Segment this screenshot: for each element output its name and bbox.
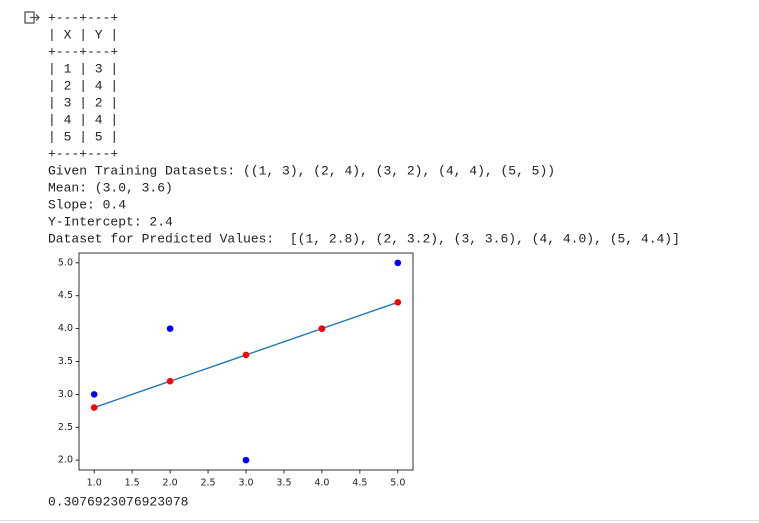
y-tick-label: 4.5 xyxy=(58,290,73,301)
result-line: 0.3076923076923078 xyxy=(48,494,188,509)
y-tick-label: 3.0 xyxy=(58,389,73,400)
output-line: Slope: 0.4 xyxy=(48,197,126,212)
x-tick-label: 1.5 xyxy=(125,478,140,489)
table-line: +---+---+ xyxy=(48,146,118,161)
table-line: | 1 | 3 | xyxy=(48,61,118,76)
y-tick-label: 3.5 xyxy=(58,356,73,367)
output-line: Mean: (3.0, 3.6) xyxy=(48,180,173,195)
point xyxy=(90,404,98,411)
y-tick-label: 2.0 xyxy=(58,455,73,466)
point xyxy=(318,325,326,332)
table-line: | 2 | 4 | xyxy=(48,78,118,93)
x-tick-label: 5.0 xyxy=(390,478,405,489)
y-tick-label: 5.0 xyxy=(58,257,73,268)
x-tick-label: 4.0 xyxy=(314,478,329,489)
y-tick-label: 4.0 xyxy=(58,323,73,334)
icon-arrow xyxy=(30,14,40,21)
x-tick-label: 2.5 xyxy=(200,478,215,489)
table-line: | 5 | 5 | xyxy=(48,129,118,144)
point xyxy=(394,259,402,267)
table-line: | 4 | 4 | xyxy=(48,112,118,127)
table-line: +---+---+ xyxy=(48,44,118,59)
point xyxy=(166,325,174,332)
x-tick-label: 3.5 xyxy=(276,478,291,489)
point xyxy=(90,391,98,398)
point xyxy=(242,456,250,464)
x-tick-label: 1.0 xyxy=(87,478,102,489)
y-tick-label: 2.5 xyxy=(58,422,73,433)
output-line: Given Training Datasets: ((1, 3), (2, 4)… xyxy=(48,163,555,178)
output-icon[interactable] xyxy=(24,11,40,24)
x-tick-label: 4.5 xyxy=(352,478,367,489)
x-tick-label: 3.0 xyxy=(238,478,253,489)
table-line: | 3 | 2 | xyxy=(48,95,118,110)
point xyxy=(394,299,402,306)
x-tick-label: 2.0 xyxy=(163,478,178,489)
table-line: +---+---+ xyxy=(48,10,118,25)
table-line: | X | Y | xyxy=(48,27,118,42)
plot-frame xyxy=(78,252,414,471)
point xyxy=(242,351,250,359)
point xyxy=(166,377,174,385)
output-line: Y-Intercept: 2.4 xyxy=(48,214,173,229)
output-line: Dataset for Predicted Values: [(1, 2.8),… xyxy=(48,231,680,246)
